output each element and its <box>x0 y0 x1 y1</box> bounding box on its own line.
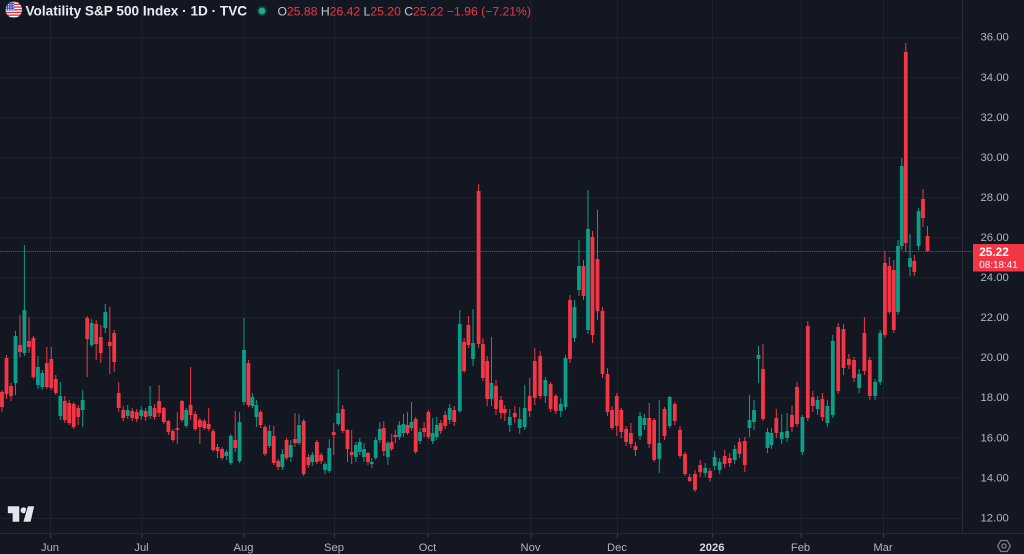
svg-text:Aug: Aug <box>234 542 254 554</box>
svg-text:20.00: 20.00 <box>981 352 1009 364</box>
svg-text:18.00: 18.00 <box>981 392 1009 404</box>
svg-text:Nov: Nov <box>521 542 541 554</box>
svg-text:32.00: 32.00 <box>981 112 1009 124</box>
svg-text:Jun: Jun <box>41 542 59 554</box>
svg-text:24.00: 24.00 <box>981 272 1009 284</box>
svg-text:2026: 2026 <box>700 542 725 554</box>
svg-text:Dec: Dec <box>607 542 627 554</box>
svg-text:Feb: Feb <box>791 542 810 554</box>
svg-text:14.00: 14.00 <box>981 472 1009 484</box>
svg-text:Sep: Sep <box>324 542 344 554</box>
svg-text:22.00: 22.00 <box>981 312 1009 324</box>
svg-text:Oct: Oct <box>419 542 437 554</box>
svg-text:Jul: Jul <box>134 542 148 554</box>
svg-text:Volatility S&P 500 Index · 1D: Volatility S&P 500 Index · 1D · TVC <box>26 4 248 19</box>
svg-text:Mar: Mar <box>873 542 893 554</box>
svg-text:12.00: 12.00 <box>981 512 1009 524</box>
svg-text:25.22: 25.22 <box>979 245 1009 259</box>
svg-text:36.00: 36.00 <box>981 32 1009 44</box>
svg-text:34.00: 34.00 <box>981 72 1009 84</box>
svg-text:08:18:41: 08:18:41 <box>979 260 1018 271</box>
svg-text:16.00: 16.00 <box>981 432 1009 444</box>
svg-text:O25.88 H26.42 L25.20 C25.22 −1: O25.88 H26.42 L25.20 C25.22 −1.96 (−7.21… <box>278 4 531 18</box>
svg-text:30.00: 30.00 <box>981 152 1009 164</box>
svg-text:26.00: 26.00 <box>981 232 1009 244</box>
svg-text:28.00: 28.00 <box>981 192 1009 204</box>
